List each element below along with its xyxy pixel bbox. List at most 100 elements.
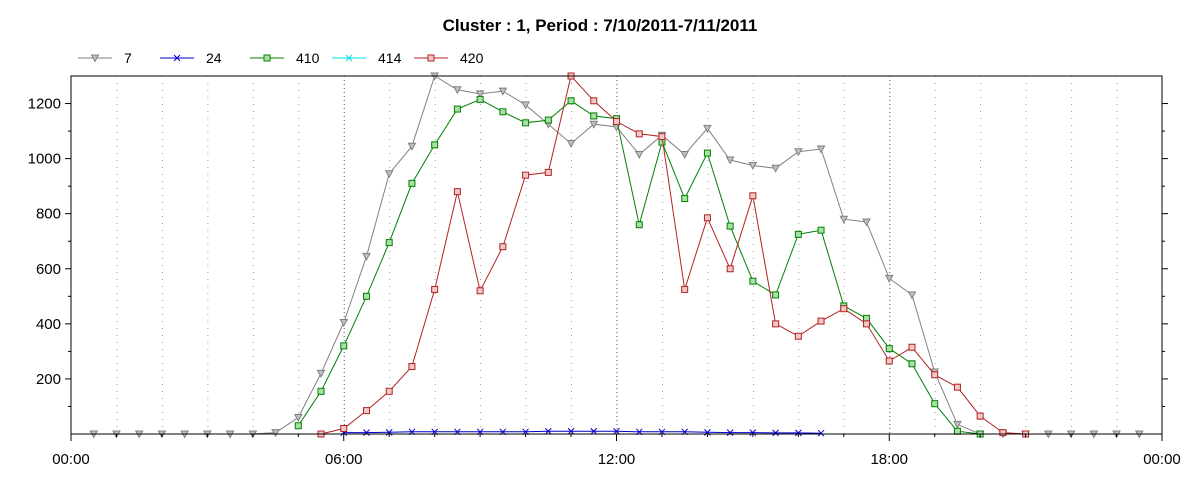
legend-label: 414 (378, 50, 402, 66)
data-point (613, 427, 620, 435)
data-point (885, 357, 893, 365)
data-point (772, 291, 780, 299)
data-point (362, 407, 370, 415)
data-point (976, 412, 984, 420)
x-tick-label: 00:00 (1143, 451, 1181, 468)
data-point (771, 164, 780, 173)
legend-marker (263, 54, 271, 62)
data-point (499, 108, 507, 116)
data-point (293, 413, 303, 423)
x-tick-label: 18:00 (870, 451, 908, 468)
data-point (498, 87, 508, 96)
legend-marker (427, 54, 435, 62)
legend-marker (173, 54, 181, 62)
data-point (907, 291, 917, 300)
data-point (453, 105, 461, 113)
legend-item-24: 24 (160, 50, 222, 66)
data-point (634, 150, 644, 160)
data-point (885, 345, 893, 353)
data-point (680, 150, 690, 160)
legend-item-7: 7 (78, 50, 132, 66)
data-point (431, 141, 439, 149)
data-point (726, 222, 734, 230)
data-point (817, 429, 825, 437)
legend-label: 420 (460, 50, 484, 66)
y-tick-label: 200 (36, 371, 61, 388)
data-point (749, 429, 757, 436)
data-point (749, 192, 757, 200)
data-point (590, 427, 598, 435)
data-point (953, 427, 961, 435)
data-point (476, 95, 484, 103)
data-point (772, 429, 779, 437)
x-tick-label: 00:00 (52, 451, 90, 468)
legend-label: 410 (296, 50, 320, 66)
data-point (793, 148, 803, 157)
data-point (703, 124, 712, 133)
data-point (453, 86, 462, 95)
data-point (613, 117, 620, 125)
y-tick-label: 800 (36, 206, 61, 223)
data-point (589, 120, 599, 129)
data-point (544, 168, 552, 176)
data-point (908, 343, 916, 351)
data-point (953, 383, 961, 391)
data-point (863, 320, 871, 328)
legend-marker (90, 54, 100, 63)
data-point (953, 420, 962, 429)
data-point (294, 422, 302, 430)
data-point (726, 265, 734, 273)
series-410 (294, 95, 984, 438)
data-point (567, 97, 575, 105)
x-tick-label: 12:00 (598, 451, 636, 468)
y-tick-label: 400 (36, 316, 61, 333)
data-point (408, 363, 416, 371)
data-point (453, 188, 461, 196)
data-point (522, 119, 530, 127)
series-layer (89, 72, 1144, 439)
legend-item-420: 420 (414, 50, 484, 66)
data-point (499, 243, 507, 251)
data-point (884, 274, 894, 283)
data-point (475, 90, 485, 99)
data-point (817, 226, 825, 234)
data-point (725, 156, 735, 165)
series-24 (340, 427, 825, 437)
data-point (522, 171, 530, 179)
data-point (681, 195, 689, 203)
legend-item-414: 414 (332, 50, 402, 66)
data-point (340, 342, 348, 350)
data-point (407, 142, 417, 151)
data-point (271, 429, 280, 438)
data-point (339, 318, 349, 328)
legend-label: 24 (206, 50, 222, 66)
data-point (839, 215, 849, 224)
data-point (544, 427, 552, 435)
data-point (362, 292, 370, 300)
data-point (590, 112, 598, 120)
data-point (317, 387, 325, 395)
data-point (384, 170, 394, 179)
series-7 (89, 72, 1144, 439)
data-point (635, 221, 643, 229)
data-point (748, 162, 758, 171)
data-point (408, 179, 416, 187)
y-tick-label: 1200 (28, 96, 61, 113)
legend-label: 7 (124, 50, 132, 66)
data-point (772, 320, 780, 328)
data-point (340, 424, 348, 432)
data-point (566, 139, 576, 149)
data-point (681, 285, 689, 293)
data-point (817, 317, 825, 325)
series-line-24 (343, 430, 822, 434)
data-point (703, 149, 711, 157)
data-point (726, 429, 734, 436)
data-point (703, 214, 711, 222)
series-line-420 (320, 74, 1026, 435)
axes: 00:00 06:00 12:00 18:00 00:00 200 400 600 800 100… (28, 96, 1181, 468)
x-tick-label: 06:00 (325, 451, 363, 468)
legend-marker (345, 54, 353, 62)
series-line-410 (297, 98, 981, 435)
data-point (931, 371, 939, 379)
